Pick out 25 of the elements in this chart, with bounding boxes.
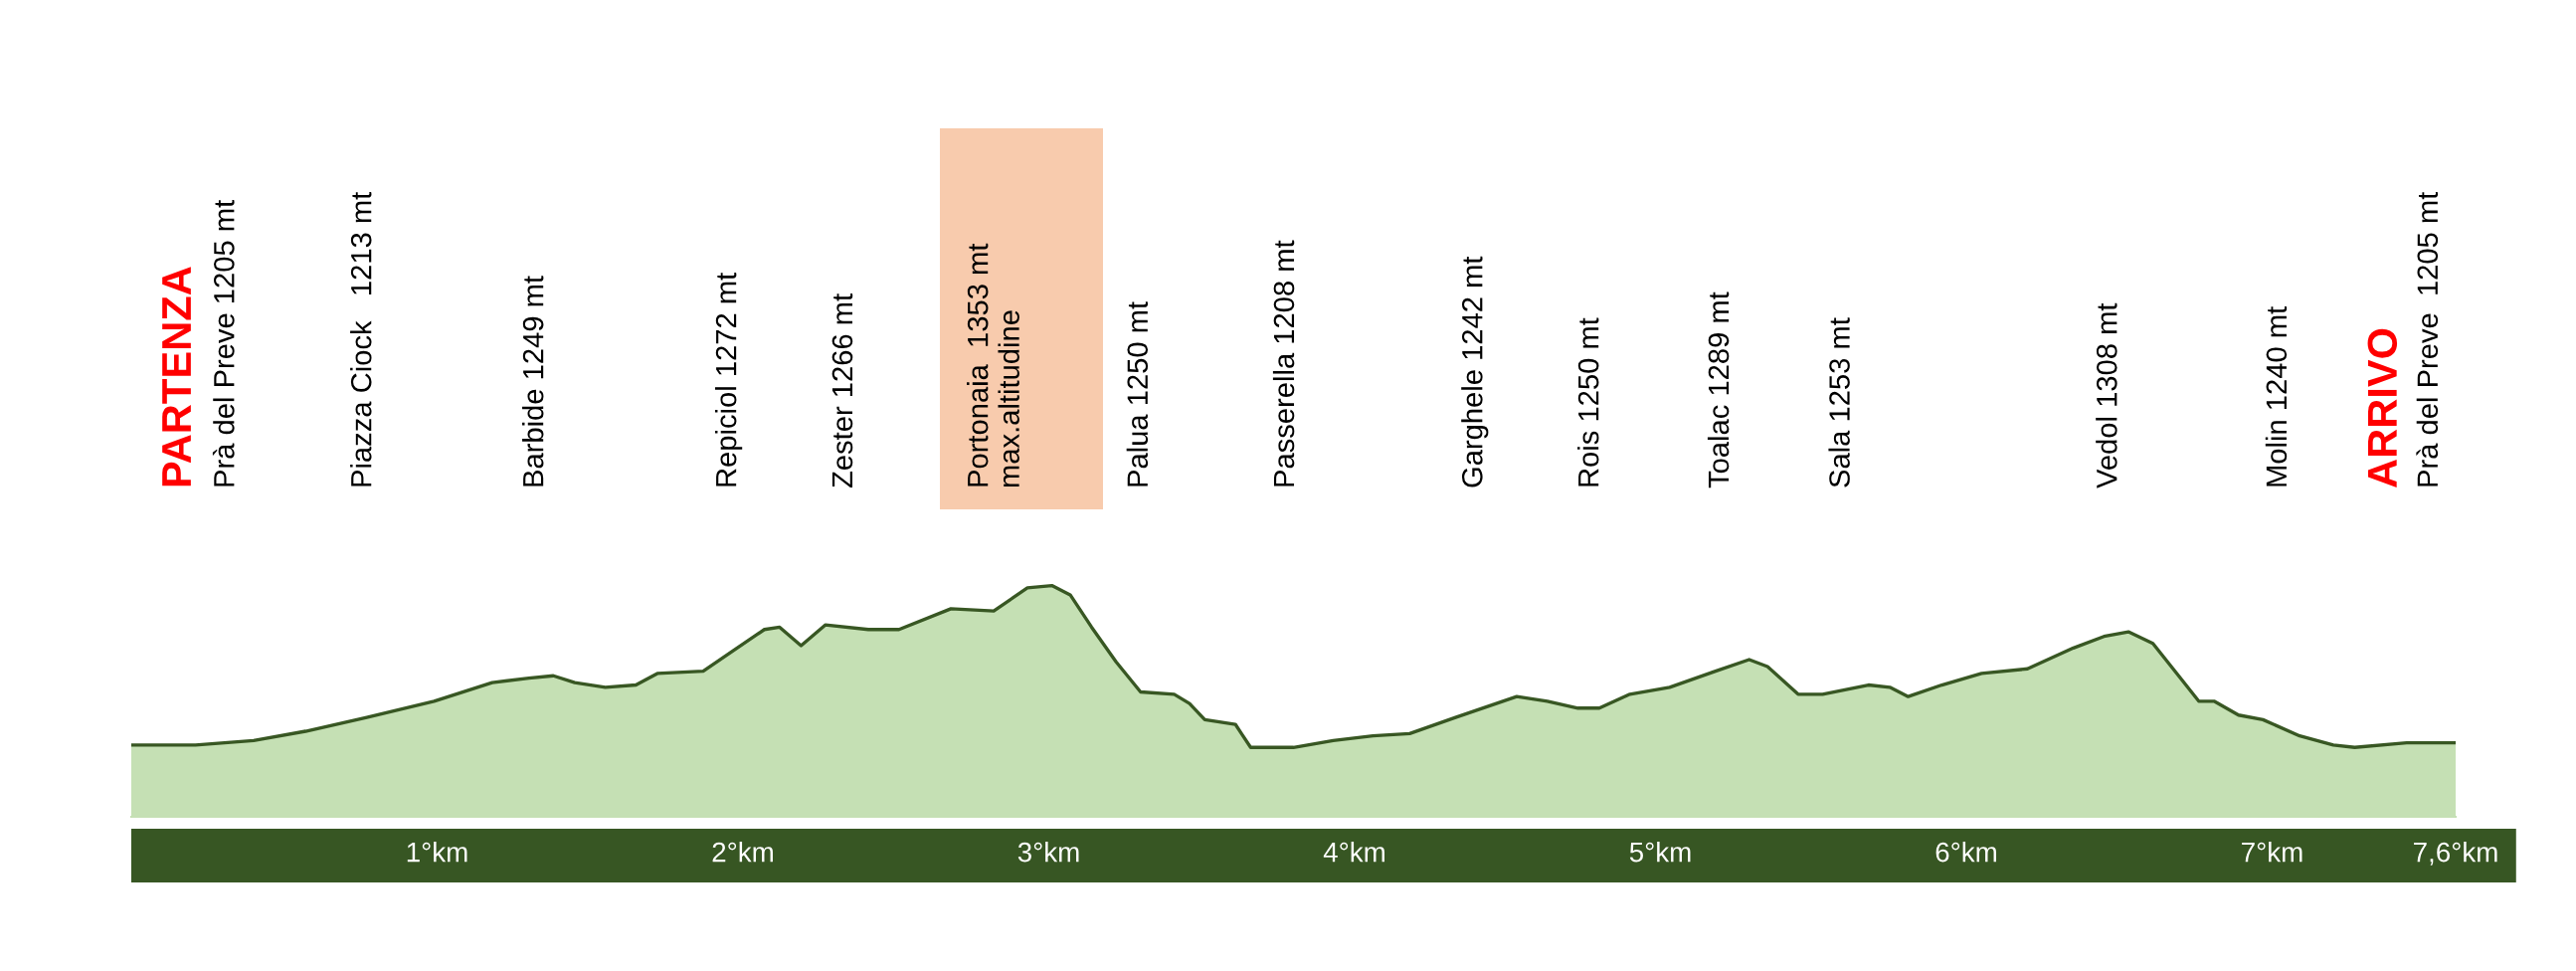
text: Passerella 1208 mt (1272, 240, 1295, 486)
x-tick-label: 6°km (1935, 842, 1996, 863)
x-tick-label: 7,6°km (2414, 842, 2497, 866)
text: Prà del Preve 1205 mt (212, 200, 235, 486)
x-tick-label: 7°km (2242, 842, 2302, 863)
x-tick-label: 4°km (1323, 842, 1384, 863)
text: Prà del Preve 1205 mt (2416, 191, 2439, 486)
text: Repiciol 1272 mt (715, 272, 743, 486)
x-tick-label: 5°km (1629, 842, 1691, 863)
text: ARRIVO (2367, 328, 2398, 487)
text: Piazza Ciock 1213 mt (350, 191, 372, 486)
text: Palua 1250 mt (1126, 301, 1149, 486)
text: Zester 1266 mt (831, 293, 853, 488)
text: Vedol 1308 mt (2096, 302, 2117, 488)
text: Molin 1240 mt (2265, 306, 2288, 486)
x-tick-label: 2°km (712, 842, 773, 863)
text: Barbide 1249 mt (522, 276, 544, 486)
text: Sala 1253 mt (1828, 317, 1850, 487)
text: Rois 1250 mt (1577, 317, 1599, 486)
text: Toalac 1289 mt (1707, 291, 1730, 488)
text: Garghele 1242 mt (1461, 256, 1489, 487)
x-tick-label: 3°km (1017, 842, 1079, 863)
text: Portonaia 1353 mt max.altitudine (967, 243, 1019, 487)
text: PARTENZA (162, 267, 191, 486)
x-tick-label: 1°km (407, 842, 467, 863)
